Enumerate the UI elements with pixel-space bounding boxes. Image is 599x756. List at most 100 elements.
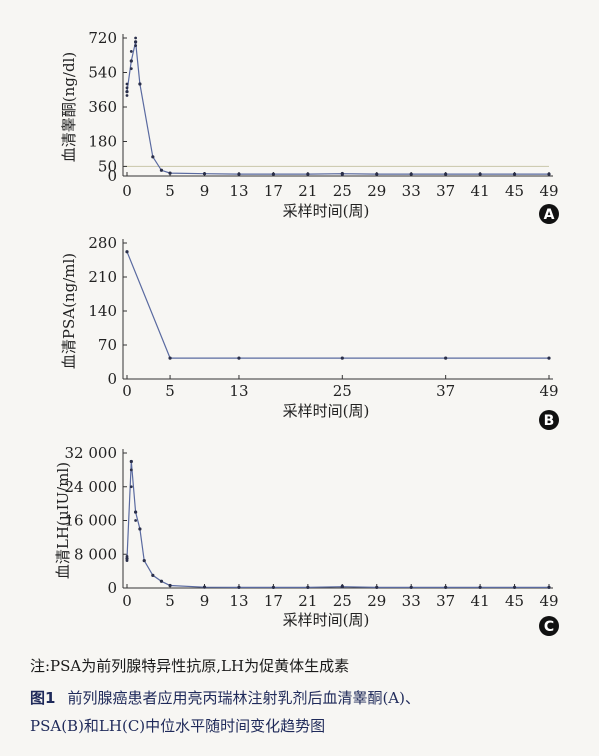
panel-a-data-point bbox=[202, 172, 207, 176]
panel-b-y-tick-label: 280 bbox=[88, 234, 117, 252]
panel-a-scatter-point bbox=[125, 86, 129, 90]
panel-c-y-tick-label: 8 000 bbox=[74, 545, 117, 563]
panel-b-y-axis-title: 血清PSA(ng/ml) bbox=[60, 253, 78, 369]
panel-c-x-tick-label: 17 bbox=[264, 592, 283, 610]
panel-a-y-tick-label: 540 bbox=[88, 64, 117, 82]
panel-a-data-point bbox=[271, 172, 276, 176]
panel-c-data-point bbox=[444, 585, 448, 589]
panel-a-scatter-point bbox=[134, 36, 138, 40]
panel-c-scatter-point bbox=[340, 585, 344, 589]
panel-b-data-point bbox=[125, 250, 129, 254]
panel-b-x-axis-title: 采样时间(周) bbox=[283, 402, 370, 420]
panel-c-y-tick-label: 24 000 bbox=[65, 478, 118, 496]
panel-b-badge bbox=[539, 410, 559, 430]
panel-a-x-tick-label: 41 bbox=[471, 182, 490, 200]
panel-a-data-point bbox=[138, 82, 142, 86]
panel-c-scatter-point bbox=[134, 519, 138, 522]
panel-a-x-tick-label: 17 bbox=[264, 182, 283, 200]
panel-a-data-point bbox=[159, 168, 164, 172]
panel-b-x-tick-label: 25 bbox=[333, 382, 352, 400]
panel-c-scatter-point bbox=[125, 554, 129, 558]
panel-b-y-tick-label: 70 bbox=[98, 336, 117, 354]
panel-c-x-tick-label: 49 bbox=[539, 592, 558, 610]
panel-a-x-tick-label: 21 bbox=[298, 182, 317, 200]
panel-c-x-tick-label: 25 bbox=[333, 592, 352, 610]
panel-c-data-point bbox=[202, 585, 207, 589]
panel-c-data-point bbox=[125, 556, 129, 561]
panel-c-data-point bbox=[375, 585, 379, 589]
panel-b-y-tick-label: 0 bbox=[107, 370, 117, 388]
panel-c-scatter-point bbox=[129, 460, 133, 463]
panel-c-data-point bbox=[138, 527, 142, 531]
panel-a-x-tick-label: 0 bbox=[122, 182, 132, 200]
panel-b-data-point bbox=[340, 356, 344, 360]
panel-a-data-point bbox=[168, 171, 172, 175]
panel-c-scatter-point bbox=[129, 485, 133, 489]
panel-b-x-tick-label: 37 bbox=[436, 382, 455, 400]
panel-c-x-tick-label: 45 bbox=[505, 592, 524, 610]
panel-c-data-point bbox=[168, 583, 172, 588]
panel-c-scatter-point bbox=[125, 559, 129, 562]
figure-caption-label: 图1 bbox=[30, 689, 56, 707]
panel-c-data-point bbox=[512, 585, 517, 589]
panel-a-badge-label: A bbox=[544, 207, 555, 223]
panel-a-y-tick-label: 180 bbox=[88, 133, 117, 151]
panel-c-data-point bbox=[478, 585, 482, 589]
panel-c-data-point bbox=[151, 573, 155, 577]
panel-c-data-point bbox=[159, 579, 164, 583]
panel-a-x-tick-label: 13 bbox=[229, 182, 248, 200]
panel-a-y-tick-label: 360 bbox=[88, 98, 117, 116]
panel-a-scatter-point bbox=[125, 90, 129, 94]
panel-c-data-point bbox=[237, 585, 241, 589]
panel-b-x-tick-label: 0 bbox=[122, 382, 132, 400]
panel-a-x-tick-label: 5 bbox=[165, 182, 175, 200]
panel-a-x-tick-label: 37 bbox=[436, 182, 455, 200]
panel-b-data-point bbox=[237, 356, 241, 360]
panel-c-y-axis-title: 血清LH(μIU/ml) bbox=[54, 462, 72, 579]
panel-c-x-tick-label: 41 bbox=[471, 592, 490, 610]
panel-a-scatter-point bbox=[129, 67, 133, 71]
panel-a-data-point bbox=[409, 172, 413, 176]
panel-b-x-tick-label: 49 bbox=[539, 382, 558, 400]
panel-a-scatter-point bbox=[129, 59, 133, 63]
panel-b-x-tick-label: 13 bbox=[229, 382, 248, 400]
panel-c-scatter-point bbox=[129, 468, 133, 472]
panel-b-data-point bbox=[547, 356, 551, 360]
panel-a-y-tick-label: 720 bbox=[88, 29, 117, 47]
panel-a-x-tick-label: 9 bbox=[200, 182, 210, 200]
panel-a-scatter-point bbox=[134, 40, 138, 44]
panel-c-scatter-point bbox=[134, 510, 138, 514]
panel-a-x-tick-label: 25 bbox=[333, 182, 352, 200]
figure-note: 注:PSA为前列腺特异性抗原,LH为促黄体生成素 bbox=[30, 657, 350, 675]
panel-b-series-line bbox=[126, 251, 549, 359]
panel-c-x-axis-title: 采样时间(周) bbox=[283, 611, 370, 629]
panel-a-x-axis-title: 采样时间(周) bbox=[283, 202, 370, 220]
panel-c-x-tick-label: 29 bbox=[367, 592, 386, 610]
panel-c-data-point bbox=[306, 585, 310, 589]
panel-c-x-tick-label: 0 bbox=[122, 592, 132, 610]
panel-c-data-point bbox=[547, 585, 551, 589]
panel-a-series-line bbox=[126, 41, 549, 175]
panel-a-data-point bbox=[306, 172, 310, 176]
panel-c-data-point bbox=[271, 585, 276, 589]
panel-c-y-tick-label: 16 000 bbox=[65, 512, 118, 530]
panel-a-scatter-point bbox=[129, 50, 133, 53]
panel-a-x-tick-label: 29 bbox=[367, 182, 386, 200]
panel-a-data-point bbox=[151, 155, 155, 159]
panel-b-data-point bbox=[168, 356, 172, 360]
panel-c-data-point bbox=[409, 585, 413, 589]
panel-b-data-point bbox=[444, 356, 448, 360]
panel-a-y-tick-label: 0 bbox=[107, 167, 117, 185]
panel-a-scatter-point bbox=[125, 82, 129, 86]
panel-c-x-tick-label: 5 bbox=[165, 592, 175, 610]
panel-a-data-point bbox=[375, 172, 379, 176]
panel-c-series-line bbox=[126, 461, 549, 589]
figure-caption-line2: PSA(B)和LH(C)中位水平随时间变化趋势图 bbox=[30, 717, 326, 735]
panel-a-scatter-point bbox=[125, 94, 129, 97]
panel-c-x-tick-label: 9 bbox=[200, 592, 210, 610]
figure-caption-line1: 图1 前列腺癌患者应用亮丙瑞林注射乳剂后血清睾酮(A)、 bbox=[30, 688, 420, 708]
panel-b-badge-label: B bbox=[544, 413, 555, 429]
panel-a-x-tick-label: 49 bbox=[539, 182, 558, 200]
panel-b-x-tick-label: 5 bbox=[165, 382, 175, 400]
panel-c-x-tick-label: 33 bbox=[402, 592, 421, 610]
